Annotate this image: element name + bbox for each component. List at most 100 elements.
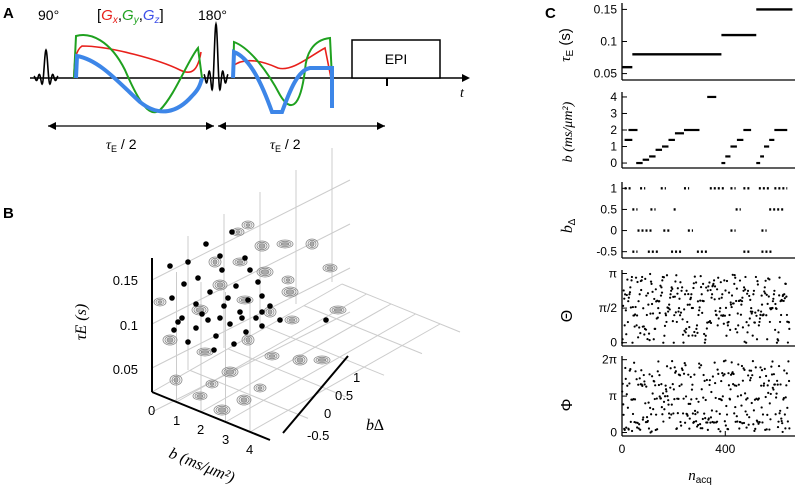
- legend-gy: G: [122, 7, 134, 24]
- c5-point: [784, 427, 787, 430]
- c3-ylabel: b∆: [559, 218, 578, 233]
- legend-sep-2: ,: [139, 7, 143, 24]
- c5-point: [635, 378, 638, 381]
- c5-point: [760, 384, 763, 387]
- c5-point: [719, 430, 722, 433]
- b-contour: [245, 337, 251, 343]
- c5-point: [690, 388, 694, 391]
- b-contour: [258, 267, 272, 277]
- c5-point: [656, 428, 659, 431]
- c4-point: [645, 294, 648, 297]
- c-ytick-label: 0: [610, 224, 617, 238]
- c1-ylabel-sub: E: [565, 49, 576, 56]
- c4-point: [783, 293, 786, 296]
- c5-point: [622, 413, 625, 416]
- c5-point: [709, 421, 712, 424]
- c5-point: [785, 384, 788, 387]
- c5-point: [637, 427, 640, 430]
- c-ytick-label: 0.1: [600, 35, 617, 49]
- c4-point: [692, 286, 695, 290]
- c5-point: [643, 383, 646, 386]
- c4-point: [669, 296, 672, 299]
- b-contour: [238, 395, 250, 405]
- b-contour: [240, 397, 248, 403]
- b-contour: [266, 352, 278, 360]
- c4-point: [677, 310, 680, 313]
- b-grid-line: [303, 305, 423, 355]
- c5-point: [688, 427, 691, 430]
- b-contour: [257, 386, 263, 390]
- c4-point: [680, 289, 683, 292]
- c4-point: [687, 292, 690, 296]
- c5-point: [744, 410, 747, 413]
- b-data-point: [221, 303, 227, 309]
- c5-point: [734, 405, 737, 409]
- c4-point: [746, 331, 749, 334]
- c5-point: [658, 374, 661, 377]
- c5-point: [649, 406, 652, 409]
- half-echo-left-tau: τ: [106, 138, 112, 153]
- b-data-point: [243, 329, 249, 335]
- c4-point: [730, 294, 734, 297]
- c5-point: [672, 388, 675, 391]
- c4-point: [774, 328, 777, 331]
- b-data-point: [259, 309, 265, 315]
- c4-point: [654, 288, 657, 291]
- c4-point: [722, 314, 725, 317]
- b-contour: [205, 379, 219, 389]
- c5-point: [662, 400, 666, 403]
- c5-point: [674, 370, 677, 373]
- b-x-axis-line: [151, 391, 271, 441]
- c4-point: [647, 332, 651, 335]
- c5-point: [642, 373, 645, 377]
- c-xlabel-sub: acq: [696, 475, 712, 486]
- c4-point: [659, 284, 662, 287]
- c4-point: [736, 331, 739, 334]
- c4-point: [694, 334, 697, 337]
- c5-point: [695, 397, 698, 400]
- c4-point: [628, 291, 632, 294]
- c4-point: [622, 289, 625, 292]
- c4-point: [719, 281, 722, 284]
- c4-point: [717, 276, 720, 279]
- gz-waveform-1: [74, 53, 204, 114]
- c5-point: [625, 426, 628, 429]
- c4-point: [685, 289, 688, 292]
- c4-point: [672, 341, 675, 344]
- c5-point: [768, 428, 771, 431]
- c5-point: [669, 386, 672, 389]
- c4-point: [744, 288, 747, 291]
- c1-ylabel-tau: τ: [558, 56, 574, 62]
- c5-point: [686, 414, 689, 417]
- c5-point: [621, 390, 624, 393]
- b-contour: [285, 278, 291, 282]
- c5-point: [626, 384, 629, 387]
- c5-point: [710, 409, 714, 412]
- c4-point: [729, 301, 732, 304]
- c4-point: [723, 314, 727, 317]
- c5-point: [711, 375, 714, 378]
- c5-point: [751, 359, 755, 363]
- c5-point: [720, 379, 723, 383]
- c5-point: [697, 423, 700, 427]
- c5-point: [691, 383, 694, 386]
- c4-point: [690, 293, 693, 296]
- b-contour: [268, 354, 276, 358]
- c5-point: [715, 420, 719, 423]
- b-x-tick-0: 0: [148, 403, 155, 418]
- c5-point: [745, 426, 748, 429]
- c3-ylabel-sub: ∆: [567, 218, 578, 225]
- b-data-point: [259, 293, 265, 299]
- c5-point: [766, 384, 769, 387]
- c5-point: [664, 388, 668, 391]
- c5-point: [624, 366, 627, 370]
- b-data-point: [217, 253, 223, 259]
- c4-point: [777, 339, 780, 342]
- c5-point: [754, 427, 757, 430]
- c4-point: [659, 294, 663, 297]
- b-contour: [236, 260, 244, 264]
- c4-point: [629, 306, 632, 309]
- c4-point: [688, 326, 691, 329]
- c5-point: [714, 396, 717, 400]
- b-grid-line: [151, 311, 351, 413]
